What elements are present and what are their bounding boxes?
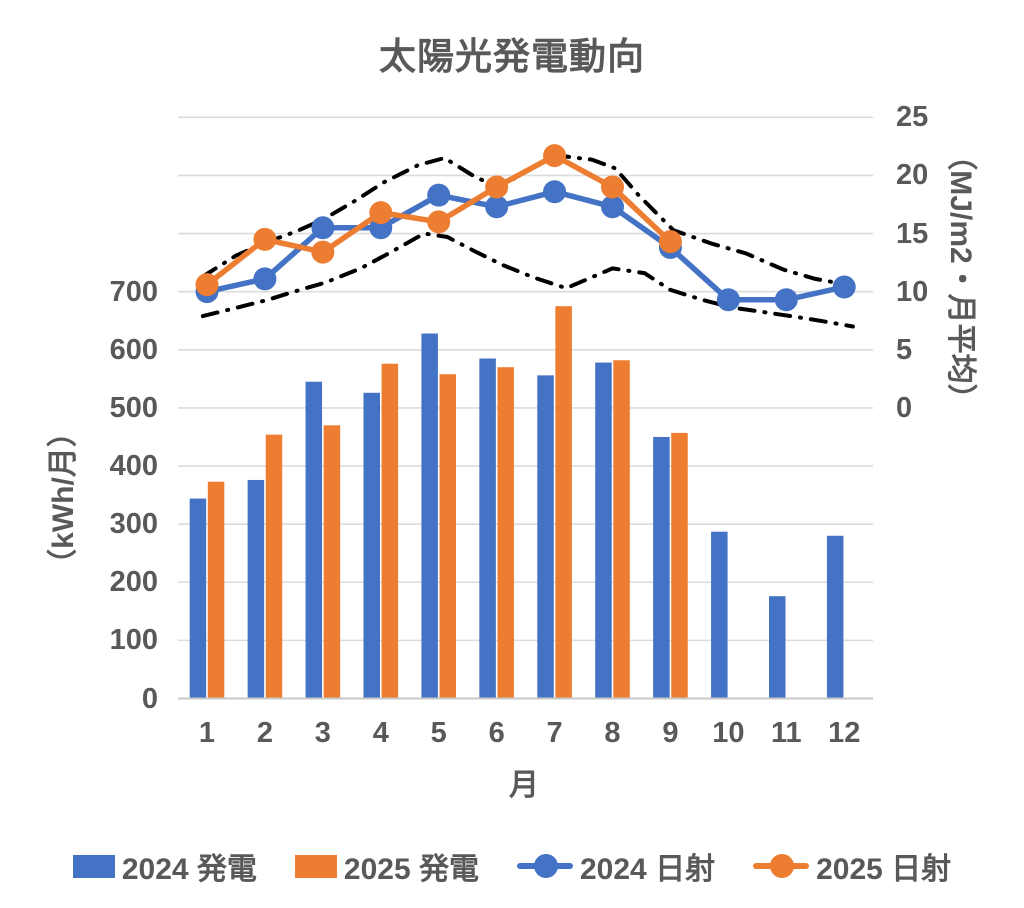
y-left-tick-300: 300 — [109, 508, 158, 541]
x-tick-month-10: 10 — [712, 717, 745, 749]
marker-2025-nissha-month-2 — [253, 227, 277, 251]
legend-label: 2025 発電 — [343, 853, 479, 886]
bar-2024-month-8 — [595, 362, 612, 698]
y-left-tick-400: 400 — [109, 450, 158, 483]
y-right-tick-0: 0 — [896, 391, 913, 424]
marker-2024-nissha-month-3 — [311, 216, 335, 240]
legend-item-3: 2024 日射 — [517, 844, 715, 888]
bar-2024-month-5 — [421, 333, 438, 698]
bar-2024-month-7 — [537, 375, 554, 698]
legend-item-2: 2025 発電 — [294, 844, 479, 888]
x-tick-month-1: 1 — [198, 717, 216, 749]
legend-bar-swatch — [294, 854, 337, 878]
legend-label: 2024 日射 — [580, 853, 716, 886]
bar-2024-month-3 — [305, 381, 323, 698]
bar-2025-month-7 — [555, 306, 572, 698]
bar-2024-month-9 — [653, 436, 670, 698]
legend-item-4: 2025 日射 — [753, 844, 951, 888]
x-tick-month-4: 4 — [372, 717, 389, 749]
legend-line-marker-swatch — [517, 853, 573, 879]
x-tick-month-6: 6 — [488, 717, 505, 749]
marker-2024-nissha-month-2 — [253, 267, 277, 291]
bar-2024-month-1 — [189, 498, 207, 698]
x-tick-month-9: 9 — [662, 717, 679, 749]
bar-2024-month-10 — [711, 531, 728, 698]
legend-item-1: 2024 発電 — [72, 844, 257, 888]
y-left-tick-600: 600 — [109, 333, 158, 366]
bar-2024-month-2 — [247, 479, 265, 698]
bar-2025-month-8 — [613, 360, 630, 698]
marker-2024-nissha-month-11 — [774, 288, 798, 312]
chart-title: 太陽光発電動向 — [379, 36, 645, 77]
legend-marker-icon — [534, 854, 558, 878]
bar-2025-month-9 — [671, 432, 688, 698]
bar-2024-month-6 — [479, 358, 496, 698]
x-tick-month-3: 3 — [314, 717, 331, 749]
legend-label: 2024 発電 — [121, 853, 257, 886]
legend-label: 2025 日射 — [816, 853, 952, 886]
y-right-axis-title: （MJ/m2・月平均） — [944, 140, 977, 414]
legend-marker-icon — [770, 854, 795, 878]
chart-legend: 2024 発電 2025 発電 2024 日射 2025 日射 — [0, 838, 1024, 894]
y-left-axis-title: （kWh/月） — [47, 417, 80, 579]
bar-2024-month-12 — [826, 535, 844, 698]
bar-2025-month-1 — [207, 481, 225, 698]
y-left-tick-200: 200 — [109, 566, 158, 599]
y-right-tick-5: 5 — [896, 333, 913, 366]
y-left-tick-700: 700 — [109, 275, 158, 308]
marker-2025-nissha-month-3 — [311, 240, 335, 264]
x-tick-month-11: 11 — [770, 717, 802, 749]
x-tick-month-8: 8 — [604, 717, 621, 749]
bar-2025-month-4 — [381, 363, 399, 698]
x-tick-month-7: 7 — [546, 717, 563, 749]
marker-2024-nissha-month-7 — [543, 180, 567, 204]
marker-2025-nissha-month-7 — [543, 144, 567, 168]
marker-2025-nissha-month-6 — [485, 175, 509, 199]
marker-2024-nissha-month-12 — [832, 275, 856, 299]
marker-2024-nissha-month-10 — [716, 288, 740, 312]
x-tick-month-2: 2 — [256, 717, 273, 749]
marker-2025-nissha-month-8 — [601, 175, 625, 199]
legend-line-marker-swatch — [753, 853, 810, 879]
y-right-tick-10: 10 — [896, 275, 929, 308]
marker-2024-nissha-month-8 — [601, 195, 625, 219]
x-tick-month-12: 12 — [828, 717, 861, 749]
bar-2025-month-2 — [265, 434, 283, 698]
x-tick-month-5: 5 — [430, 717, 447, 749]
y-right-tick-25: 25 — [896, 101, 929, 134]
x-axis-title: 月 — [509, 769, 539, 802]
lower-dashdot-envelope — [200, 231, 855, 329]
marker-2025-nissha-month-1 — [195, 273, 219, 297]
y-left-tick-0: 0 — [141, 682, 158, 715]
bar-2024-month-4 — [363, 392, 380, 698]
y-left-tick-100: 100 — [109, 624, 158, 657]
y-left-tick-500: 500 — [109, 391, 158, 424]
marker-2025-nissha-month-4 — [369, 201, 393, 225]
bar-2025-month-6 — [497, 367, 514, 698]
marker-2024-nissha-month-5 — [427, 183, 451, 207]
bar-2024-month-11 — [769, 596, 786, 698]
marker-2024-nissha-month-6 — [485, 195, 509, 219]
marker-2025-nissha-month-5 — [427, 210, 451, 234]
y-right-tick-15: 15 — [896, 217, 929, 250]
legend-bar-swatch — [72, 854, 115, 878]
bar-2025-month-5 — [439, 374, 457, 698]
bar-2025-month-3 — [323, 425, 341, 698]
marker-2025-nissha-month-9 — [658, 230, 682, 254]
y-right-tick-20: 20 — [896, 159, 929, 192]
